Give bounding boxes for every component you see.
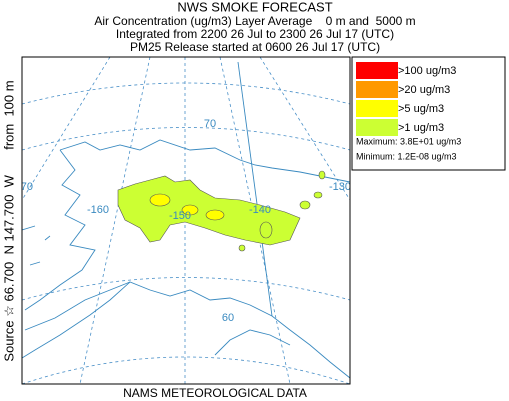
- grid-label: -150: [169, 210, 191, 222]
- map: 70 60 -170 -160 -150 -140 -130: [11, 56, 351, 385]
- grid-label: -140: [249, 204, 271, 216]
- smoke-area: [259, 221, 273, 239]
- subtitle: PM25 Release started at 0600 26 Jul 17 (…: [130, 40, 380, 54]
- smoke-area: [313, 191, 323, 199]
- source-label: Source ☆ 66.700 N 147.700 W from 100 m: [1, 80, 16, 361]
- subtitle: Integrated from 2200 26 Jul to 2300 26 J…: [116, 27, 394, 41]
- legend-label: >1 ug/m3: [398, 122, 444, 134]
- coastline: [22, 225, 51, 266]
- legend-swatch: [356, 81, 398, 98]
- graticule: [22, 356, 350, 384]
- coastline: [59, 139, 350, 183]
- smoke-area: [238, 244, 246, 252]
- coastline: [22, 281, 131, 359]
- border: [237, 61, 273, 317]
- smoke-area: [205, 209, 225, 221]
- grid-label: -170: [11, 181, 33, 193]
- legend-label: >5 ug/m3: [398, 103, 444, 115]
- grid-label: -160: [87, 204, 109, 216]
- coastline: [24, 281, 350, 379]
- graticule: [22, 277, 350, 301]
- graticule: [259, 57, 350, 201]
- smoke-area: [181, 204, 199, 216]
- smoke-area: [299, 200, 311, 210]
- coastline: [24, 149, 96, 311]
- grid-labels: 70 60 -170 -160 -150 -140 -130: [11, 118, 351, 324]
- legend-maximum: Maximum: 3.8E+01 ug/m3: [356, 136, 461, 146]
- grid-label: 70: [204, 118, 216, 130]
- legend: >100 ug/m3 >20 ug/m3 >5 ug/m3 >1 ug/m3 Maxim…: [351, 56, 506, 171]
- map-body: 70 60 -170 -160 -150 -140 -130: [11, 57, 351, 384]
- smoke-area: [149, 193, 171, 207]
- graticule: [22, 127, 350, 151]
- legend-minimum: Minimum: 1.2E-08 ug/m3: [356, 151, 457, 161]
- subtitle: Air Concentration (ug/m3) Layer Average …: [94, 14, 415, 28]
- legend-label: >20 ug/m3: [398, 84, 450, 96]
- graticule: [22, 82, 350, 105]
- smoke-area: [117, 175, 301, 246]
- graticule: [219, 57, 291, 384]
- legend-label: >100 ug/m3: [398, 65, 456, 77]
- smoke-plume: [117, 170, 326, 252]
- grid-label: 60: [222, 312, 234, 324]
- grid-label: -130: [329, 181, 351, 193]
- legend-swatch: [356, 62, 398, 79]
- graticule: [22, 57, 111, 201]
- map-frame: [21, 56, 351, 385]
- coastline: [214, 329, 291, 356]
- graticule: [79, 57, 151, 384]
- smoke-area: [318, 170, 326, 180]
- title: NWS SMOKE FORECAST: [177, 0, 332, 14]
- footer: NAMS METEOROLOGICAL DATA: [123, 386, 307, 400]
- legend-swatch: [356, 100, 398, 117]
- legend-swatch: [356, 119, 398, 136]
